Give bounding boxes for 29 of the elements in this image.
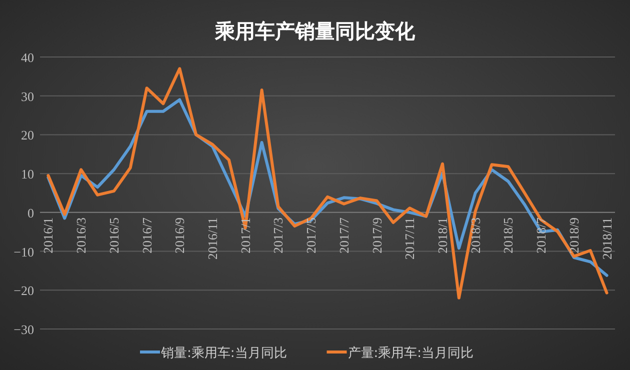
y-tick-label: 0 — [28, 205, 34, 220]
chart-title: 乘用车产销量同比变化 — [214, 19, 416, 43]
x-tick-label: 2017/3 — [270, 217, 286, 254]
x-tick-label: 2016/5 — [106, 217, 122, 254]
x-tick-label: 2016/11 — [205, 217, 220, 260]
x-tick-label: 2018/1 — [435, 217, 450, 254]
legend-label: 销量:乘用车:当月同比 — [160, 346, 287, 361]
x-tick-label: 2018/11 — [599, 217, 614, 260]
y-tick-label: −10 — [14, 244, 34, 260]
x-tick-label: 2016/1 — [40, 217, 56, 254]
y-tick-label: 10 — [21, 166, 34, 182]
x-tick-label: 2018/5 — [500, 217, 516, 254]
x-tick-label: 2016/7 — [139, 216, 154, 254]
x-tick-label: 2018/3 — [468, 217, 483, 254]
y-tick-label: 30 — [21, 88, 34, 104]
x-tick-label: 2017/1 — [238, 217, 253, 254]
x-tick-label: 2016/3 — [74, 217, 89, 254]
x-tick-label: 2018/7 — [534, 216, 549, 254]
y-tick-label: −20 — [14, 283, 34, 298]
y-tick-label: −30 — [14, 322, 34, 337]
x-tick-label: 2016/9 — [172, 217, 188, 254]
x-tick-label: 2017/7 — [336, 216, 352, 254]
legend-label: 产量:乘用车:当月同比 — [348, 346, 474, 361]
x-tick-label: 2017/9 — [369, 217, 384, 254]
y-tick-label: 20 — [21, 128, 34, 143]
x-tick-label: 2017/5 — [304, 217, 319, 254]
x-tick-label: 2017/11 — [402, 217, 418, 260]
y-tick-label: 40 — [21, 50, 34, 65]
x-tick-label: 2018/9 — [566, 217, 582, 254]
